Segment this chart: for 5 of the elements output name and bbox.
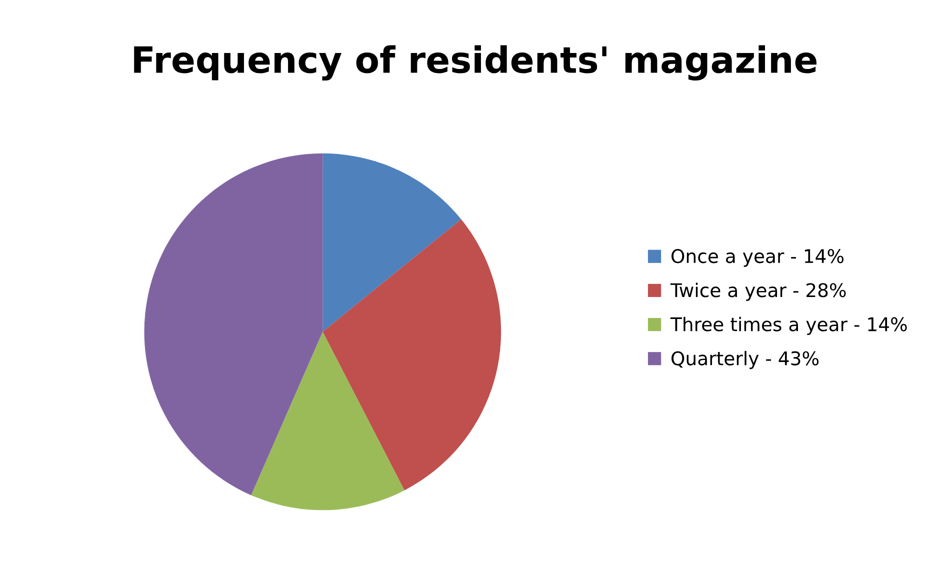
legend-label: Three times a year - 14% (670, 316, 907, 335)
legend-label: Quarterly - 43% (672, 350, 819, 370)
chart-title: Frequency of residents' magazine (134, 45, 816, 81)
legend-label: Once a year - 14% (672, 249, 844, 267)
legend-label: Twice a year - 28% (670, 282, 846, 301)
